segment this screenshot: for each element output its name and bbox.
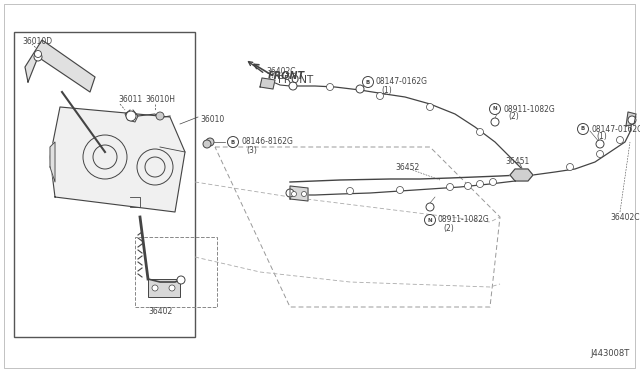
Circle shape	[289, 82, 297, 90]
Text: 08911-1082G: 08911-1082G	[438, 215, 490, 224]
Polygon shape	[25, 40, 95, 92]
Text: FRONT: FRONT	[268, 71, 305, 81]
Circle shape	[596, 151, 604, 157]
Circle shape	[301, 192, 307, 196]
Circle shape	[477, 128, 483, 135]
Text: (3): (3)	[246, 145, 257, 154]
Polygon shape	[50, 142, 55, 182]
Circle shape	[426, 203, 434, 211]
Text: 08911-1082G: 08911-1082G	[503, 105, 555, 113]
Circle shape	[616, 137, 623, 144]
Circle shape	[203, 140, 211, 148]
Circle shape	[346, 187, 353, 195]
Circle shape	[152, 285, 158, 291]
Text: (2): (2)	[508, 112, 519, 122]
Circle shape	[447, 183, 454, 190]
Circle shape	[362, 77, 374, 87]
Bar	[148, 279, 180, 297]
Circle shape	[356, 85, 364, 93]
Circle shape	[156, 112, 164, 120]
Circle shape	[566, 164, 573, 170]
Text: 36011: 36011	[118, 96, 142, 105]
Text: N: N	[493, 106, 497, 112]
Circle shape	[326, 83, 333, 90]
Circle shape	[490, 179, 497, 186]
Polygon shape	[260, 78, 275, 89]
Text: J443008T: J443008T	[590, 350, 629, 359]
Polygon shape	[290, 186, 308, 201]
Circle shape	[34, 53, 42, 61]
Circle shape	[596, 140, 604, 148]
Text: 36010H: 36010H	[145, 96, 175, 105]
Circle shape	[397, 186, 403, 193]
Text: 36010: 36010	[200, 115, 224, 124]
Circle shape	[424, 215, 435, 225]
Circle shape	[490, 103, 500, 115]
Circle shape	[477, 180, 483, 187]
Circle shape	[286, 189, 294, 197]
Circle shape	[35, 51, 42, 58]
Circle shape	[491, 118, 499, 126]
Bar	[14, 32, 195, 337]
Text: B: B	[581, 126, 585, 131]
Circle shape	[376, 93, 383, 99]
Text: FRONT: FRONT	[278, 75, 313, 85]
Text: 08147-0162G: 08147-0162G	[376, 77, 428, 87]
Circle shape	[628, 116, 636, 124]
Circle shape	[426, 103, 433, 110]
Text: 36452: 36452	[395, 163, 419, 171]
Text: B: B	[366, 80, 370, 84]
Bar	[135, 237, 217, 307]
Circle shape	[206, 138, 214, 146]
Text: (2): (2)	[443, 224, 454, 232]
Circle shape	[577, 124, 589, 135]
Circle shape	[169, 285, 175, 291]
Text: (1): (1)	[596, 132, 607, 141]
Polygon shape	[626, 112, 636, 126]
Text: 36010D: 36010D	[22, 38, 52, 46]
Text: 36402C: 36402C	[610, 212, 639, 221]
Circle shape	[291, 192, 296, 196]
Text: B: B	[231, 140, 235, 144]
Text: 08147-0162G: 08147-0162G	[591, 125, 640, 134]
Text: 36402: 36402	[148, 308, 172, 317]
Polygon shape	[510, 169, 533, 181]
Polygon shape	[50, 107, 185, 212]
Text: 36402C: 36402C	[266, 67, 296, 77]
Text: N: N	[428, 218, 432, 222]
Text: 08146-8162G: 08146-8162G	[241, 138, 293, 147]
Circle shape	[465, 183, 472, 189]
Text: 36451: 36451	[505, 157, 529, 167]
Circle shape	[126, 111, 136, 121]
Text: (1): (1)	[381, 86, 392, 94]
Circle shape	[177, 276, 185, 284]
Circle shape	[227, 137, 239, 148]
